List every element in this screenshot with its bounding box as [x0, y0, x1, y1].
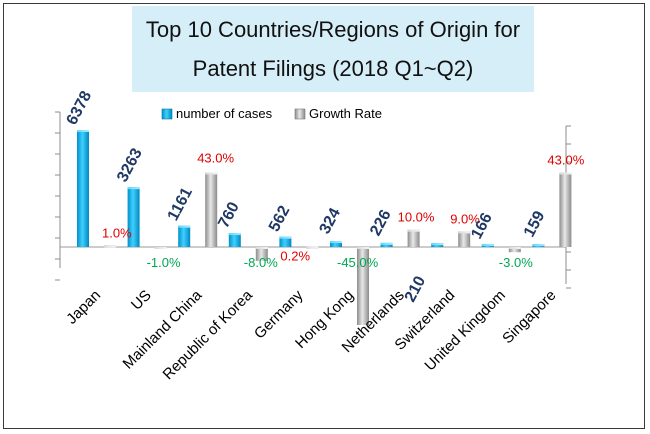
rate-label-9: 43.0%	[547, 152, 584, 167]
count-label-9: 159	[521, 208, 549, 240]
legend-rate-label: Growth Rate	[309, 106, 382, 121]
count-label-1: 3263	[114, 146, 146, 185]
count-label-0: 6378	[64, 88, 96, 127]
bar-cases-5	[330, 241, 342, 247]
bar-cases-7	[431, 243, 444, 247]
bar-cases-0	[77, 130, 89, 247]
legend-count-swatch	[161, 108, 173, 120]
bar-cases-2	[178, 225, 191, 247]
bar-cases-6	[380, 242, 393, 247]
count-label-7: 210	[402, 273, 430, 305]
legend-rate-swatch	[294, 108, 306, 120]
bar-rate-9	[559, 172, 572, 247]
category-label-0: Japan	[63, 287, 104, 328]
count-label-5: 324	[317, 205, 345, 237]
labels-layer: 63781.0%Japan3263-1.0%US116143.0%Mainlan…	[63, 88, 584, 383]
count-label-4: 562	[266, 203, 294, 235]
bar-cases-4	[279, 236, 292, 247]
rate-label-7: 9.0%	[450, 211, 480, 226]
count-label-3: 760	[215, 199, 243, 231]
bar-rate-8	[508, 247, 521, 253]
bar-cases-8	[481, 243, 494, 247]
rate-label-5: -45.0%	[337, 255, 379, 270]
bar-rate-7	[458, 231, 471, 247]
rate-label-0: 1.0%	[102, 225, 132, 240]
category-label-1: US	[128, 287, 155, 314]
category-label-3: Republic of Korea	[160, 286, 257, 383]
chart-title-box: Top 10 Countries/Regions of Origin for P…	[132, 6, 534, 92]
legend-count-label: number of cases	[176, 106, 273, 121]
rate-label-8: -3.0%	[499, 255, 533, 270]
bar-rate-1	[154, 247, 167, 249]
count-label-6: 226	[367, 207, 395, 239]
bar-rate-0	[104, 245, 116, 248]
chart-frame	[3, 3, 645, 429]
bar-rate-5	[357, 247, 369, 325]
rate-label-6: 10.0%	[398, 210, 435, 225]
count-label-2: 1161	[165, 185, 196, 224]
bar-rate-4	[306, 246, 319, 249]
bar-rate-3	[255, 247, 268, 261]
legend: number of cases Growth Rate	[161, 106, 382, 121]
rate-label-3: -8.0%	[244, 255, 278, 270]
category-label-9: Singapore	[499, 287, 559, 347]
rate-label-4: 0.2%	[280, 249, 310, 264]
chart-title-line-2: Patent Filings (2018 Q1~Q2)	[192, 56, 474, 81]
bar-rate-2	[205, 172, 218, 247]
chart-title-line-1: Top 10 Countries/Regions of Origin for	[145, 17, 521, 42]
bar-cases-3	[228, 233, 241, 247]
bar-cases-1	[127, 187, 140, 247]
bar-cases-9	[532, 244, 545, 247]
bar-rate-6	[407, 229, 420, 247]
rate-label-1: -1.0%	[147, 255, 181, 270]
bars-layer	[77, 130, 572, 325]
rate-label-2: 43.0%	[197, 150, 234, 165]
